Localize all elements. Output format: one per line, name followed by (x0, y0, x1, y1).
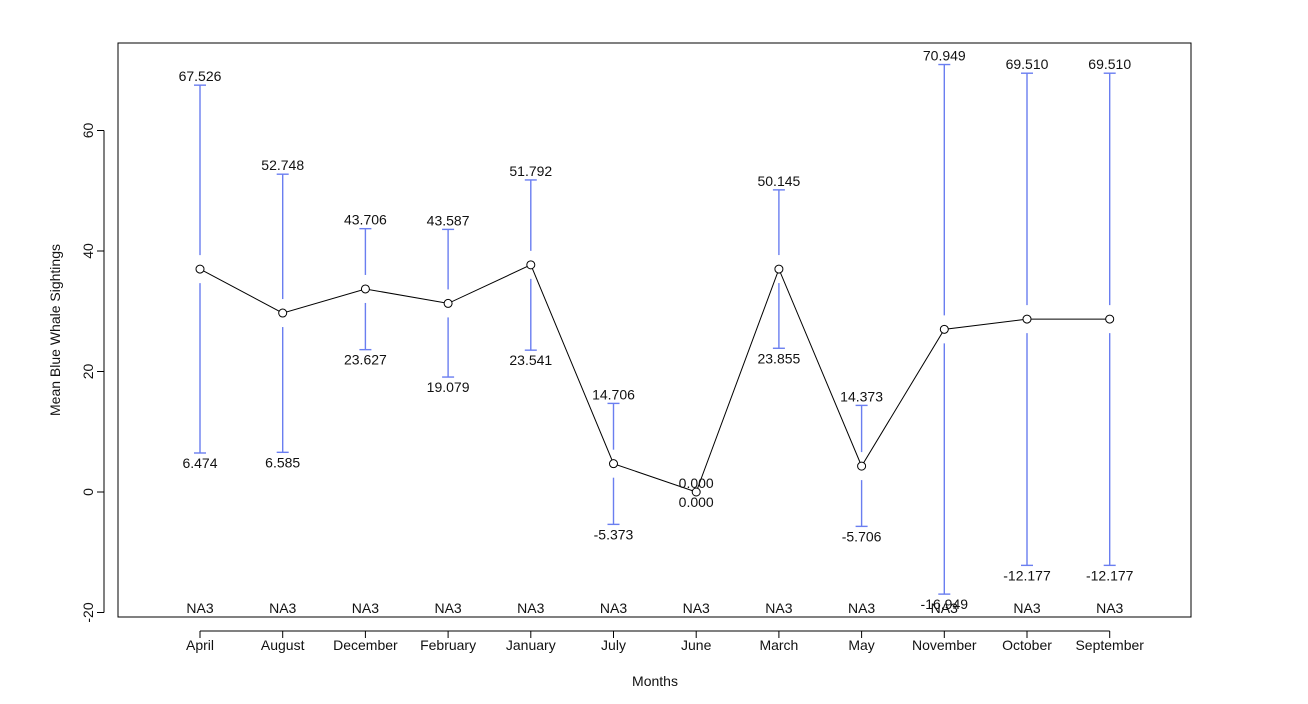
group-label: NA3 (683, 600, 710, 616)
upper-value-label: 69.510 (1006, 56, 1049, 72)
mean-point (195, 264, 205, 274)
x-tick-label: April (186, 637, 214, 653)
mean-line (199, 264, 1110, 493)
group-label: NA3 (434, 600, 461, 616)
mean-point (691, 487, 701, 497)
group-label: NA3 (1013, 600, 1040, 616)
group-label: NA3 (848, 600, 875, 616)
lower-value-label: -12.177 (1086, 567, 1134, 583)
y-tick-label: 60 (80, 123, 96, 139)
x-axis-title: Months (632, 673, 678, 689)
value-labels: 67.526 6.474 NA3 52.748 6.585 NA3 43.706 23.627… (179, 48, 1134, 616)
lower-value-label: 23.627 (344, 352, 387, 368)
group-label: NA3 (352, 600, 379, 616)
y-tick-label: -20 (80, 602, 96, 622)
upper-value-label: 14.373 (840, 388, 883, 404)
x-tick-label: July (601, 637, 626, 653)
x-tick-label: September (1075, 637, 1144, 653)
lower-value-label: 23.855 (757, 350, 800, 366)
mean-point (609, 459, 618, 469)
x-tick-label: May (848, 637, 874, 653)
upper-value-label: 50.145 (757, 173, 800, 189)
group-label: NA3 (1096, 600, 1123, 616)
lower-value-label: 19.079 (427, 379, 470, 395)
lower-value-label: 23.541 (509, 352, 552, 368)
lower-value-label: 6.474 (182, 455, 217, 471)
y-tick-label: 40 (80, 243, 96, 259)
error-bars (194, 63, 1116, 595)
upper-value-label: 51.792 (509, 163, 552, 179)
x-axis: April August December February January July Ju… (186, 630, 1144, 653)
upper-value-label: 67.526 (179, 68, 222, 84)
plot-frame (117, 42, 1192, 618)
group-label: NA3 (517, 600, 544, 616)
x-tick-label: December (333, 637, 398, 653)
upper-value-label: 69.510 (1088, 56, 1131, 72)
mean-point (443, 298, 453, 308)
lower-value-label: 0.000 (679, 494, 714, 510)
x-tick-label: June (681, 637, 712, 653)
lower-value-label: -5.373 (594, 526, 634, 542)
lower-value-label: -16.949 (921, 596, 969, 612)
lower-value-label: -12.177 (1003, 567, 1051, 583)
upper-value-label: 43.706 (344, 212, 387, 228)
mean-point (857, 461, 867, 471)
mean-point (939, 324, 949, 334)
lower-value-label: -5.706 (842, 528, 882, 544)
group-label: NA3 (765, 600, 792, 616)
mean-point (278, 308, 288, 318)
y-tick-label: 0 (80, 488, 96, 496)
group-label: NA3 (931, 600, 958, 616)
y-axis: -20 0 20 40 60 (80, 123, 105, 623)
mean-point (1105, 314, 1115, 324)
group-label: NA3 (186, 600, 213, 616)
mean-series (195, 260, 1115, 497)
x-tick-label: March (759, 637, 798, 653)
x-tick-label: January (506, 637, 556, 653)
x-tick-label: February (420, 637, 476, 653)
upper-value-label: 14.706 (592, 386, 635, 402)
x-tick-label: October (1002, 637, 1052, 653)
x-tick-label: November (912, 637, 977, 653)
group-label: NA3 (600, 600, 627, 616)
lower-value-label: 6.585 (265, 454, 300, 470)
y-axis-title: Mean Blue Whale Sightings (47, 244, 63, 416)
upper-value-label: 0.000 (679, 475, 714, 491)
mean-point (774, 264, 784, 274)
mean-point (360, 284, 370, 294)
mean-point (526, 260, 536, 270)
mean-point (1022, 314, 1032, 324)
y-tick-label: 20 (80, 364, 96, 380)
x-tick-label: August (261, 637, 305, 653)
upper-value-label: 70.949 (923, 48, 966, 64)
group-label: NA3 (269, 600, 296, 616)
upper-value-label: 43.587 (427, 212, 470, 228)
upper-value-label: 52.748 (261, 157, 304, 173)
